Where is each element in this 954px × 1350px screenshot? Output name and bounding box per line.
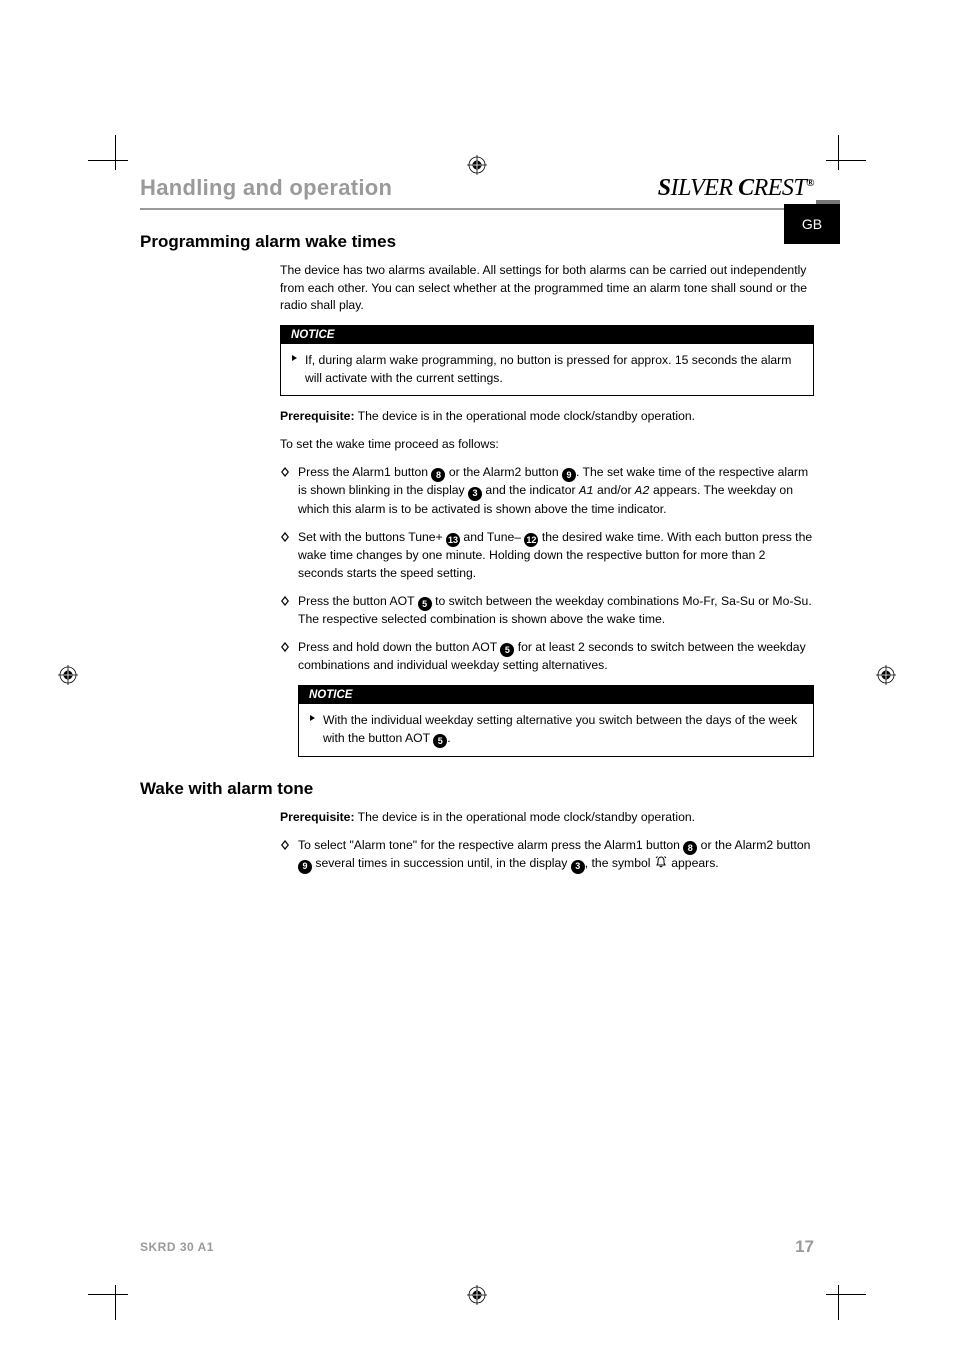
- section-heading-wake-alarm: Wake with alarm tone: [140, 779, 814, 799]
- intro-paragraph: The device has two alarms available. All…: [280, 262, 814, 315]
- section-heading-programming: Programming alarm wake times: [140, 232, 814, 252]
- page-content: Handling and operation SILVER CREST® GB …: [140, 175, 814, 884]
- crop-mark: [115, 135, 116, 170]
- notice-body: With the individual weekday setting alte…: [299, 704, 813, 756]
- diamond-icon: [280, 642, 290, 652]
- bullet-wake-1: To select "Alarm tone" for the respectiv…: [298, 837, 814, 874]
- registration-mark-bottom: [467, 1285, 487, 1305]
- diamond-icon: [280, 596, 290, 606]
- diamond-icon: [280, 840, 290, 850]
- registration-mark-left: [58, 665, 78, 685]
- prerequisite-line-2: Prerequisite: The device is in the opera…: [280, 809, 814, 827]
- ref-3-icon: 3: [571, 860, 585, 874]
- crop-mark: [88, 160, 128, 161]
- diamond-icon: [280, 467, 290, 477]
- page-number: 17: [795, 1237, 814, 1257]
- ref-13-icon: 13: [446, 533, 460, 547]
- notice-box-1: NOTICE If, during alarm wake programming…: [280, 325, 814, 396]
- crop-mark: [88, 1294, 128, 1295]
- bullet-3: Press the button AOT 5 to switch between…: [298, 593, 814, 629]
- ref-5-icon: 5: [418, 597, 432, 611]
- arrow-icon: [291, 353, 301, 363]
- ref-5-icon: 5: [500, 643, 514, 657]
- ref-9-icon: 9: [298, 860, 312, 874]
- ref-9-icon: 9: [562, 468, 576, 482]
- bullet-2: Set with the buttons Tune+ 13 and Tune– …: [298, 529, 814, 583]
- notice-header: NOTICE: [281, 326, 813, 344]
- bell-icon: [654, 855, 668, 869]
- notice-body: If, during alarm wake programming, no bu…: [281, 344, 813, 395]
- ref-12-icon: 12: [524, 533, 538, 547]
- diamond-icon: [280, 532, 290, 542]
- prerequisite-line: Prerequisite: The device is in the opera…: [280, 408, 814, 426]
- registration-mark-right: [876, 665, 896, 685]
- registration-mark-top: [467, 155, 487, 175]
- ref-8-icon: 8: [431, 468, 445, 482]
- crop-mark: [115, 1285, 116, 1320]
- proceed-line: To set the wake time proceed as follows:: [280, 436, 814, 454]
- crop-mark: [826, 1294, 866, 1295]
- crop-mark: [838, 135, 839, 170]
- bullet-4: Press and hold down the button AOT 5 for…: [298, 639, 814, 675]
- notice-box-2: NOTICE With the individual weekday setti…: [298, 685, 814, 757]
- model-number: SKRD 30 A1: [140, 1240, 214, 1254]
- chapter-title: Handling and operation: [140, 175, 392, 201]
- language-tab: GB: [784, 204, 840, 244]
- page-header: Handling and operation SILVER CREST®: [140, 175, 814, 210]
- bullet-1: Press the Alarm1 button 8 or the Alarm2 …: [298, 464, 814, 519]
- crop-mark: [826, 160, 866, 161]
- notice-header: NOTICE: [299, 686, 813, 704]
- page-footer: SKRD 30 A1 17: [140, 1237, 814, 1257]
- ref-3-icon: 3: [468, 487, 482, 501]
- ref-8-icon: 8: [683, 841, 697, 855]
- crop-mark: [838, 1285, 839, 1320]
- brand-logo: SILVER CREST®: [658, 175, 814, 202]
- ref-5-icon: 5: [433, 734, 447, 748]
- arrow-icon: [309, 713, 319, 723]
